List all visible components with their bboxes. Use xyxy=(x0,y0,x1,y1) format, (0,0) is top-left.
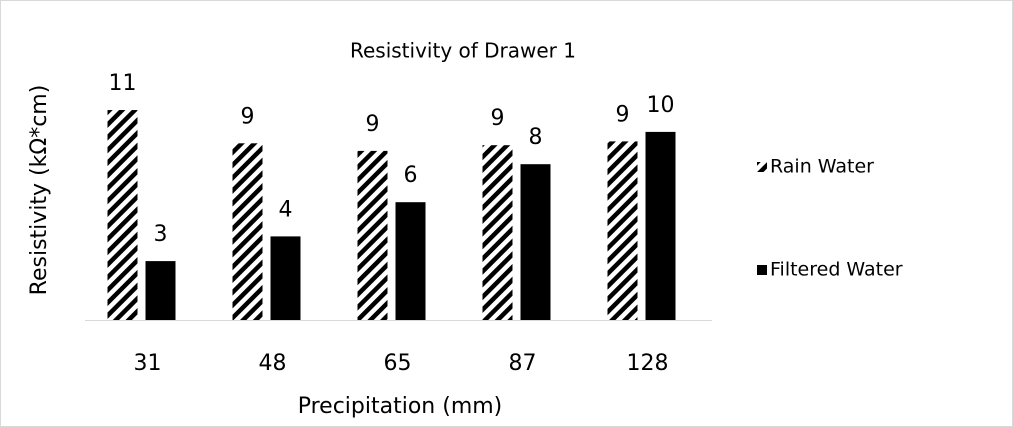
data-label: 6 xyxy=(404,163,418,188)
x-tick-label: 87 xyxy=(509,351,537,376)
data-label: 3 xyxy=(154,222,168,247)
bar xyxy=(232,143,263,320)
x-tick-label: 128 xyxy=(627,351,669,376)
data-label: 9 xyxy=(616,102,630,127)
x-tick-label: 48 xyxy=(259,351,287,376)
bar xyxy=(270,236,301,320)
legend-swatch xyxy=(757,162,767,172)
data-label: 8 xyxy=(529,125,543,150)
data-label: 11 xyxy=(109,71,137,96)
bar xyxy=(607,141,638,320)
data-label: 9 xyxy=(491,106,505,131)
bar xyxy=(107,110,138,320)
legend-label: Filtered Water xyxy=(770,259,903,281)
bar xyxy=(520,164,551,320)
data-label: 4 xyxy=(279,197,293,222)
legend-label: Rain Water xyxy=(770,156,874,178)
data-label: 9 xyxy=(241,104,255,129)
data-label: 9 xyxy=(366,112,380,137)
bar xyxy=(482,145,513,320)
bar xyxy=(357,150,388,320)
bar xyxy=(395,202,426,320)
x-tick-label: 65 xyxy=(384,351,412,376)
bar xyxy=(645,131,676,320)
chart-title: Resistivity of Drawer 1 xyxy=(350,39,576,63)
x-axis-label: Precipitation (mm) xyxy=(298,394,503,419)
bar xyxy=(145,261,176,320)
y-axis-label: Resistivity (kΩ*cm) xyxy=(27,85,52,296)
legend-swatch xyxy=(757,265,767,275)
x-tick-label: 31 xyxy=(134,351,162,376)
data-label: 10 xyxy=(647,93,675,118)
